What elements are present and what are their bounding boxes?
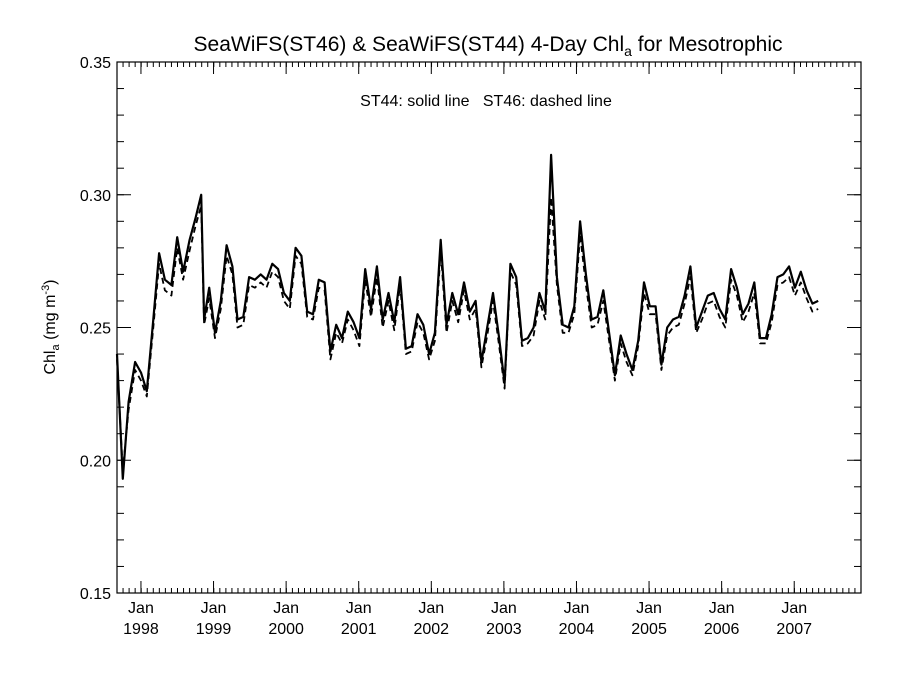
ylabel-subscript: a bbox=[50, 344, 62, 351]
y-tick-label: 0.20 bbox=[80, 453, 111, 470]
x-tick-year-label: 2002 bbox=[413, 621, 449, 638]
title-suffix: for Mesotrophic bbox=[632, 33, 783, 56]
x-tick-month-label: Jan bbox=[346, 600, 372, 617]
x-axis-ticks: Jan 1998 Jan 1999 Jan 2000 Jan 2001 Jan 2002 Jan 20… bbox=[116, 62, 862, 638]
ylabel-close: ) bbox=[42, 279, 59, 284]
title-subscript: a bbox=[624, 43, 632, 59]
series-layer bbox=[115, 153, 819, 480]
x-tick-month-label: Jan bbox=[418, 600, 444, 617]
x-tick-year-label: 2004 bbox=[559, 621, 595, 638]
y-tick-label: 0.30 bbox=[80, 188, 111, 205]
y-tick-label: 0.25 bbox=[80, 321, 111, 338]
ylabel-unit: (mg m bbox=[42, 295, 59, 345]
x-tick-month-label: Jan bbox=[491, 600, 517, 617]
title-prefix: SeaWiFS(ST46) & SeaWiFS(ST44) 4-Day Chl bbox=[194, 33, 625, 56]
x-tick-year-label: 1999 bbox=[196, 621, 232, 638]
x-tick-year-label: 2001 bbox=[341, 621, 377, 638]
y-tick-label: 0.15 bbox=[80, 586, 111, 603]
legend-annotation: ST44: solid line ST46: dashed line bbox=[360, 93, 612, 110]
x-tick-year-label: 2006 bbox=[704, 621, 740, 638]
ylabel-main: Chl bbox=[42, 351, 59, 375]
x-tick-month-label: Jan bbox=[709, 600, 735, 617]
x-tick-year-label: 1998 bbox=[123, 621, 159, 638]
series-line-st46 bbox=[116, 196, 819, 472]
x-tick-month-label: Jan bbox=[636, 600, 662, 617]
series-line-st44 bbox=[115, 153, 819, 480]
x-tick-month-label: Jan bbox=[781, 600, 807, 617]
y-axis-ticks: 0.15 0.20 0.25 0.30 0.35 bbox=[80, 55, 861, 603]
x-tick-year-label: 2007 bbox=[776, 621, 812, 638]
x-tick-month-label: Jan bbox=[564, 600, 590, 617]
x-tick-year-label: 2005 bbox=[631, 621, 667, 638]
chart-title: SeaWiFS(ST46) & SeaWiFS(ST44) 4-Day Chla… bbox=[194, 33, 783, 59]
x-tick-month-label: Jan bbox=[273, 600, 299, 617]
x-tick-month-label: Jan bbox=[201, 600, 227, 617]
plot-frame bbox=[116, 61, 862, 594]
y-axis-label: Chla (mg m-3) bbox=[40, 279, 62, 374]
ylabel-superscript: -3 bbox=[40, 285, 52, 295]
x-tick-year-label: 2003 bbox=[486, 621, 522, 638]
y-tick-label: 0.35 bbox=[80, 55, 111, 72]
x-tick-month-label: Jan bbox=[128, 600, 154, 617]
x-tick-year-label: 2000 bbox=[268, 621, 304, 638]
